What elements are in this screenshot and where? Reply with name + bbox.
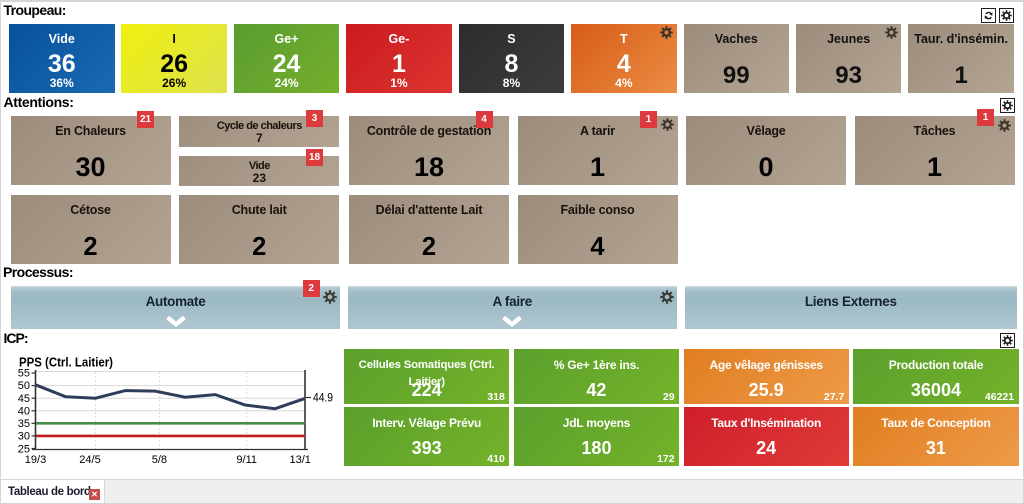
svg-text:55: 55: [18, 368, 30, 380]
svg-text:19/3: 19/3: [25, 454, 46, 466]
svg-text:40: 40: [18, 405, 30, 417]
svg-text:44.9: 44.9: [313, 393, 333, 405]
svg-text:35: 35: [18, 418, 30, 430]
svg-text:5/8: 5/8: [152, 454, 167, 466]
svg-text:PPS (Ctrl. Laitier): PPS (Ctrl. Laitier): [19, 355, 113, 370]
svg-text:30: 30: [18, 431, 30, 443]
svg-text:9/11: 9/11: [236, 454, 257, 466]
svg-text:24/5: 24/5: [79, 454, 100, 466]
svg-text:13/1: 13/1: [289, 454, 310, 466]
svg-text:25: 25: [18, 444, 30, 456]
svg-text:50: 50: [18, 380, 30, 392]
svg-text:45: 45: [18, 393, 30, 405]
